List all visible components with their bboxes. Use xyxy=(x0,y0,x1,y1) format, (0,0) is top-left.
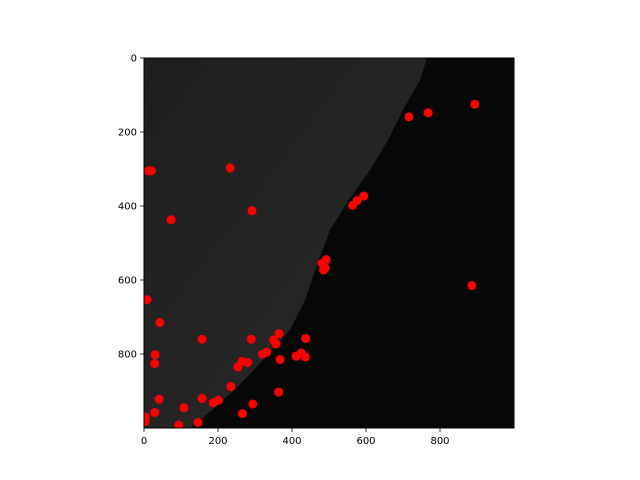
y-tick-label: 800 xyxy=(118,350,137,361)
scatter-point xyxy=(155,318,165,328)
scatter-point xyxy=(291,351,301,361)
x-tick-label: 600 xyxy=(356,436,375,447)
scatter-point xyxy=(301,333,311,343)
scatter-point xyxy=(174,420,184,428)
axis-ticks: 0 200 400 600 800 0 200 400 600 800 xyxy=(118,54,450,448)
scatter-point xyxy=(150,407,160,417)
scatter-point xyxy=(318,265,328,275)
scatter-point xyxy=(166,215,176,225)
scatter-point xyxy=(197,393,207,403)
scatter-point xyxy=(233,362,243,372)
scatter-point xyxy=(274,329,284,339)
scatter-point xyxy=(246,334,256,344)
tissue-region xyxy=(144,58,427,428)
x-tick-label: 200 xyxy=(208,436,227,447)
scatter-point xyxy=(275,355,285,365)
scatter-point xyxy=(404,112,414,122)
y-tick-label: 200 xyxy=(118,128,137,139)
scatter-point xyxy=(470,99,480,109)
scatter-point xyxy=(144,295,152,305)
scatter-point xyxy=(359,191,369,201)
scatter-point xyxy=(237,409,247,419)
scatter-point xyxy=(271,339,281,349)
scatter-point xyxy=(197,334,207,344)
x-tick-label: 400 xyxy=(282,436,301,447)
scatter-point xyxy=(150,359,160,369)
scatter-point xyxy=(193,417,203,427)
scatter-point xyxy=(248,399,258,409)
x-tick-label: 800 xyxy=(430,436,449,447)
scatter-point xyxy=(467,281,477,291)
scatter-point xyxy=(243,358,253,368)
scatter-point xyxy=(247,206,257,216)
scatter-point xyxy=(179,403,189,413)
plot-frame xyxy=(143,57,515,429)
scatter-point xyxy=(226,382,236,392)
scatter-point xyxy=(208,398,218,408)
scatter-point xyxy=(257,349,267,359)
scatter-points xyxy=(144,99,480,428)
scatter-point xyxy=(150,350,160,360)
scatter-point xyxy=(423,108,433,118)
scatter-point xyxy=(348,200,358,210)
scatter-point xyxy=(146,166,156,176)
scatter-point xyxy=(225,163,235,173)
scatter-point xyxy=(300,352,310,362)
scatter-point xyxy=(274,387,284,397)
y-tick-label: 0 xyxy=(131,54,137,65)
y-tick-label: 600 xyxy=(118,276,137,287)
x-tick-label: 0 xyxy=(141,436,147,447)
scatter-point xyxy=(144,416,150,426)
scatter-point xyxy=(154,394,164,404)
y-tick-label: 400 xyxy=(118,202,137,213)
image-background xyxy=(144,58,514,428)
